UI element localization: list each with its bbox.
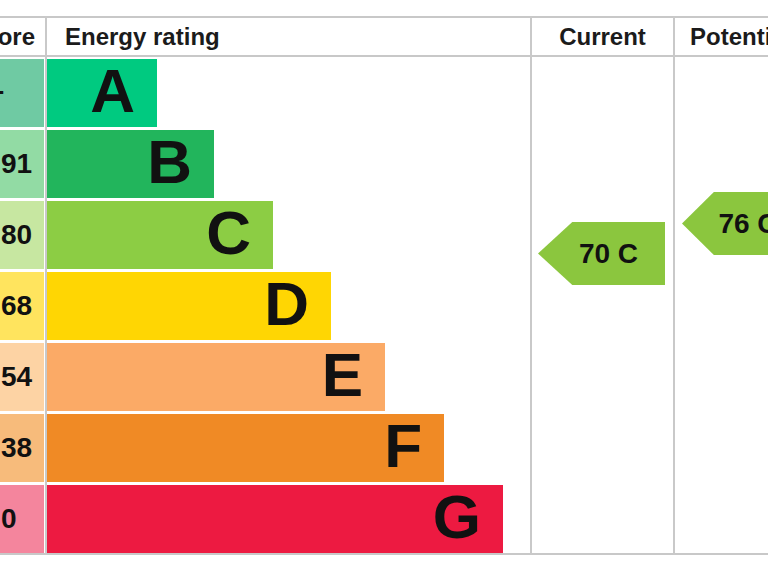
current-column-border: [530, 16, 532, 555]
energy-rating-header: Energy rating: [65, 18, 220, 55]
band-bar-d: D: [47, 272, 331, 340]
epc-energy-rating-chart: Score Energy rating Current Potential +A…: [0, 0, 768, 576]
score-label: +: [0, 77, 4, 109]
band-row-b: 91 B: [0, 127, 530, 198]
band-letter: G: [433, 486, 481, 552]
table-bottom-border: [0, 553, 768, 555]
score-cell-b: 91: [0, 130, 44, 198]
band-letter: D: [264, 273, 309, 339]
score-cell-g: 0: [0, 485, 44, 553]
band-letter: C: [206, 202, 251, 268]
band-letter: A: [90, 60, 135, 126]
band-row-f: 38 F: [0, 411, 530, 482]
score-label: 68: [0, 290, 32, 322]
score-cell-f: 38: [0, 414, 44, 482]
band-bar-f: F: [47, 414, 444, 482]
band-bar-a: A: [47, 59, 157, 127]
band-bar-e: E: [47, 343, 385, 411]
score-cell-a: +: [0, 59, 44, 127]
band-row-g: 0G: [0, 482, 530, 553]
band-row-a: +A: [0, 56, 530, 127]
band-letter: F: [384, 415, 422, 481]
score-label: 0: [0, 503, 17, 535]
band-bar-c: C: [47, 201, 273, 269]
band-bar-g: G: [47, 485, 503, 553]
band-bar-b: B: [47, 130, 214, 198]
score-cell-d: 68: [0, 272, 44, 340]
potential-column-border: [673, 16, 675, 555]
score-header: Score: [0, 18, 35, 55]
band-row-e: 54 E: [0, 340, 530, 411]
current-header: Current: [532, 18, 673, 55]
band-row-d: 68 D: [0, 269, 530, 340]
band-row-c: 80 C: [0, 198, 530, 269]
score-label: 80: [0, 219, 32, 251]
score-cell-c: 80: [0, 201, 44, 269]
score-label: 38: [0, 432, 32, 464]
potential-rating-label: 76 C: [718, 208, 768, 240]
score-cell-e: 54: [0, 343, 44, 411]
current-rating-label: 70 C: [579, 238, 638, 270]
potential-header: Potential: [690, 18, 768, 55]
current-rating-arrow: 70 C: [538, 222, 665, 285]
potential-rating-arrow: 76 C: [682, 192, 768, 255]
score-label: 54: [0, 361, 32, 393]
band-letter: E: [322, 344, 363, 410]
band-letter: B: [147, 131, 192, 197]
score-label: 91: [0, 148, 32, 180]
